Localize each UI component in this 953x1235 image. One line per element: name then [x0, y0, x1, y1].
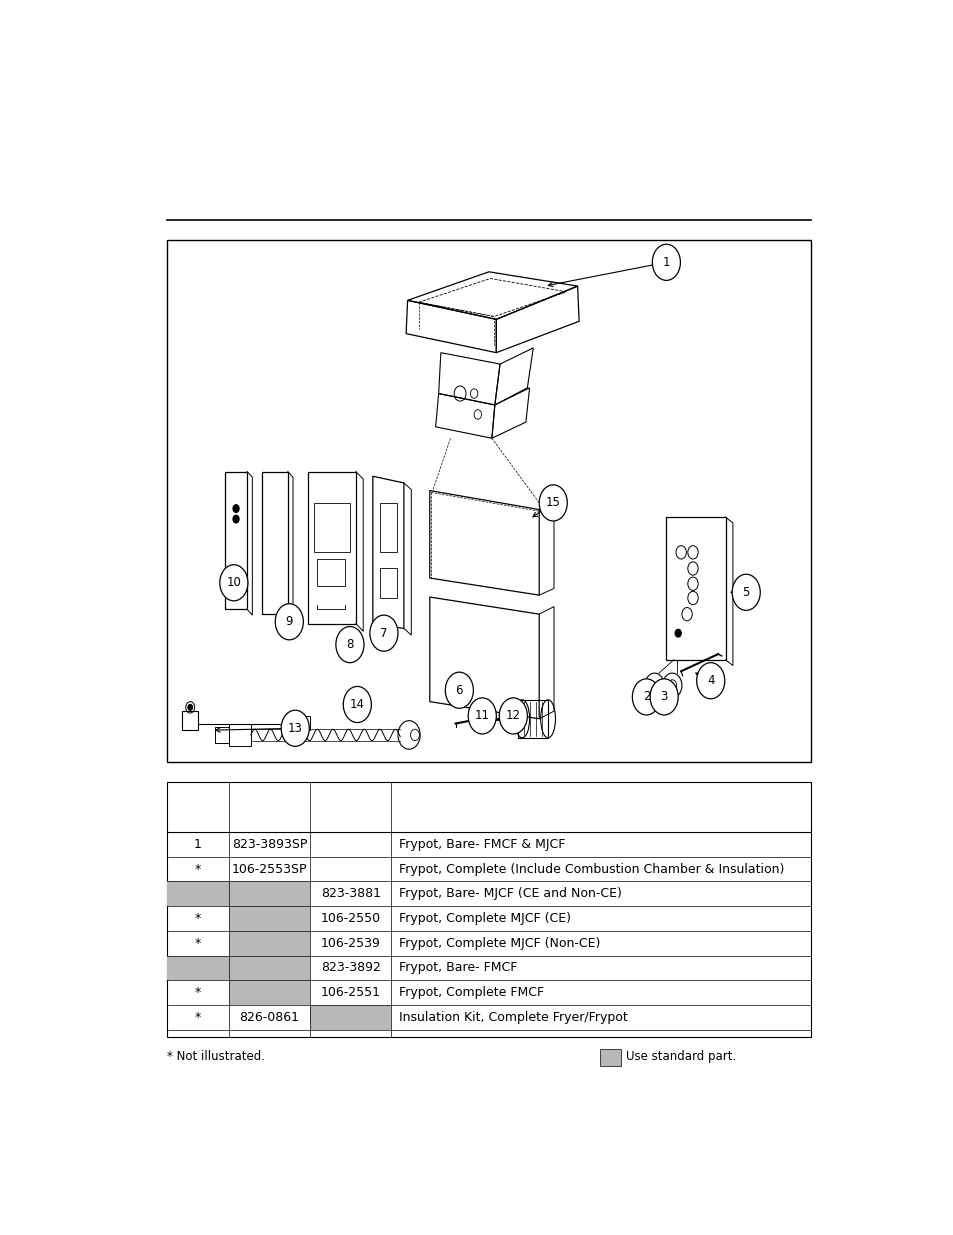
Bar [167, 241, 810, 762]
Circle shape [731, 574, 760, 610]
Circle shape [498, 698, 527, 734]
Text: 4: 4 [706, 674, 714, 687]
Text: Frypot, Complete FMCF: Frypot, Complete FMCF [398, 986, 543, 999]
Circle shape [343, 687, 371, 722]
Text: Frypot, Bare- FMCF & MJCF: Frypot, Bare- FMCF & MJCF [398, 837, 564, 851]
Circle shape [233, 505, 239, 513]
Circle shape [538, 485, 567, 521]
Text: 10: 10 [226, 577, 241, 589]
Bar [310, 1005, 391, 1030]
Text: 8: 8 [346, 638, 354, 651]
Text: 823-3881: 823-3881 [320, 887, 380, 900]
Text: 106-2551: 106-2551 [320, 986, 380, 999]
Text: 826-0861: 826-0861 [239, 1011, 299, 1024]
Bar [215, 727, 229, 742]
Bar [599, 1049, 619, 1066]
Text: Frypot, Bare- FMCF: Frypot, Bare- FMCF [398, 961, 517, 974]
Text: *: * [194, 862, 201, 876]
Bar [229, 724, 251, 746]
Circle shape [275, 604, 303, 640]
Bar [182, 711, 198, 730]
Text: 1: 1 [662, 256, 669, 269]
Bar [167, 783, 810, 1037]
Text: *: * [194, 936, 201, 950]
Bar [380, 568, 396, 598]
Bar [380, 503, 396, 552]
Bar [167, 882, 229, 906]
Bar [314, 503, 350, 552]
Text: 106-2539: 106-2539 [320, 936, 380, 950]
Text: *: * [194, 911, 201, 925]
Circle shape [468, 698, 496, 734]
Circle shape [335, 626, 364, 663]
Bar [229, 882, 310, 906]
Text: 3: 3 [659, 690, 667, 704]
Circle shape [233, 515, 239, 522]
Text: 5: 5 [741, 585, 749, 599]
Text: *: * [194, 986, 201, 999]
Bar [229, 931, 310, 956]
Circle shape [188, 704, 193, 710]
Text: Use standard part.: Use standard part. [625, 1050, 735, 1063]
Circle shape [445, 672, 473, 709]
Text: 7: 7 [380, 626, 387, 640]
Bar [229, 981, 310, 1005]
Text: Frypot, Complete MJCF (Non-CE): Frypot, Complete MJCF (Non-CE) [398, 936, 599, 950]
Text: Frypot, Bare- MJCF (CE and Non-CE): Frypot, Bare- MJCF (CE and Non-CE) [398, 887, 621, 900]
Circle shape [675, 630, 680, 637]
Text: 106-2550: 106-2550 [320, 911, 380, 925]
Circle shape [281, 710, 309, 746]
Circle shape [649, 679, 678, 715]
Text: 823-3893SP: 823-3893SP [232, 837, 307, 851]
Bar [317, 559, 345, 585]
Text: 9: 9 [285, 615, 293, 629]
Circle shape [696, 663, 724, 699]
Bar [296, 716, 310, 730]
Text: 11: 11 [475, 709, 489, 722]
Text: 823-3892: 823-3892 [320, 961, 380, 974]
Text: 14: 14 [350, 698, 364, 711]
Text: 6: 6 [456, 684, 462, 697]
Circle shape [370, 615, 397, 651]
Circle shape [219, 564, 248, 601]
Text: 1: 1 [193, 837, 202, 851]
Text: 2: 2 [642, 690, 650, 704]
Text: Frypot, Complete MJCF (CE): Frypot, Complete MJCF (CE) [398, 911, 570, 925]
Text: 15: 15 [545, 496, 560, 509]
Circle shape [652, 245, 679, 280]
Text: 12: 12 [505, 709, 520, 722]
Bar [229, 956, 310, 981]
Text: 13: 13 [288, 721, 302, 735]
Bar [229, 906, 310, 931]
Text: *: * [194, 1011, 201, 1024]
Bar [167, 956, 229, 981]
Circle shape [632, 679, 659, 715]
Text: 106-2553SP: 106-2553SP [232, 862, 307, 876]
Bar [518, 700, 547, 737]
Text: Frypot, Complete (Include Combustion Chamber & Insulation): Frypot, Complete (Include Combustion Cha… [398, 862, 783, 876]
Text: * Not illustrated.: * Not illustrated. [167, 1050, 265, 1063]
Text: Insulation Kit, Complete Fryer/Frypot: Insulation Kit, Complete Fryer/Frypot [398, 1011, 627, 1024]
